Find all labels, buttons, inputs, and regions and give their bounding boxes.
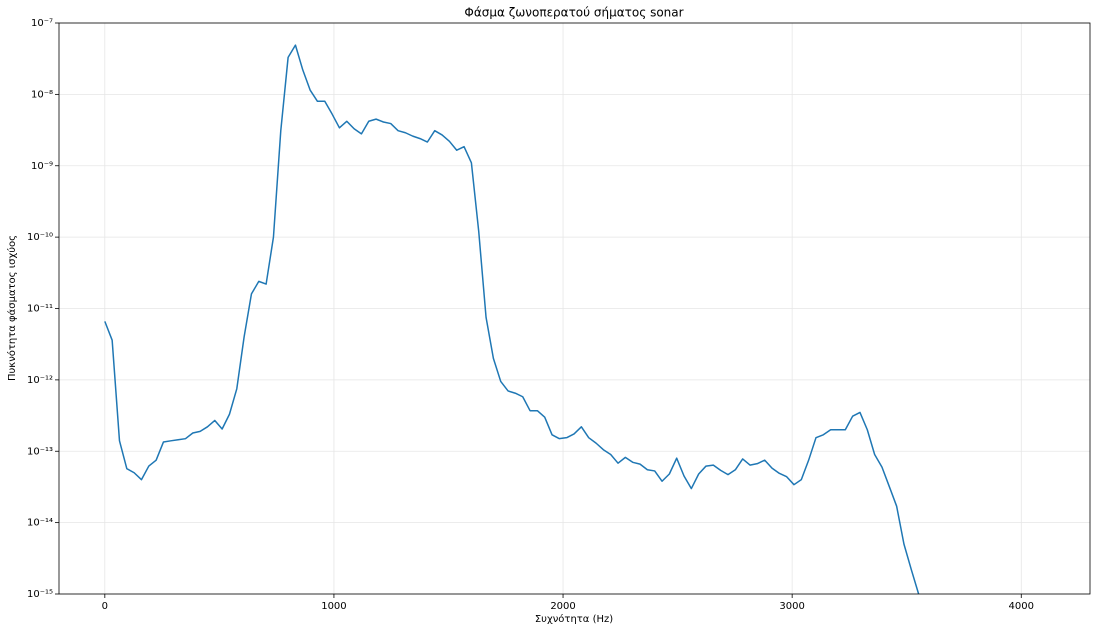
ticks: 0 1000 2000 3000 4000 10⁻¹⁵ 10⁻¹⁴ 10⁻¹³ 10⁻¹² 10⁻… [27, 18, 1034, 612]
y-tick-label: 10⁻¹⁵ [27, 589, 53, 600]
x-tick-label: 1000 [321, 601, 346, 612]
y-tick-label: 10⁻¹¹ [27, 304, 53, 315]
y-tick-label: 10⁻⁷ [31, 18, 53, 29]
y-tick-label: 10⁻⁹ [31, 161, 53, 172]
data-line [104, 44, 920, 594]
y-tick-label: 10⁻⁸ [31, 89, 53, 100]
x-tick-label: 2000 [550, 601, 575, 612]
plot-area [104, 44, 920, 594]
y-axis-label: Πυκνότητα φάσματος ισχύος [6, 235, 18, 381]
y-tick-label: 10⁻¹³ [27, 446, 53, 457]
y-tick-label: 10⁻¹² [27, 375, 53, 386]
y-tick-label: 10⁻¹⁰ [27, 232, 53, 243]
chart-title: Φάσμα ζωνοπερατού σήματος sonar [464, 6, 683, 20]
x-tick-label: 0 [102, 601, 108, 612]
x-tick-label: 3000 [779, 601, 804, 612]
x-axis-label: Συχνότητα (Hz) [535, 613, 613, 625]
y-tick-label: 10⁻¹⁴ [27, 518, 53, 529]
x-tick-label: 4000 [1009, 601, 1034, 612]
